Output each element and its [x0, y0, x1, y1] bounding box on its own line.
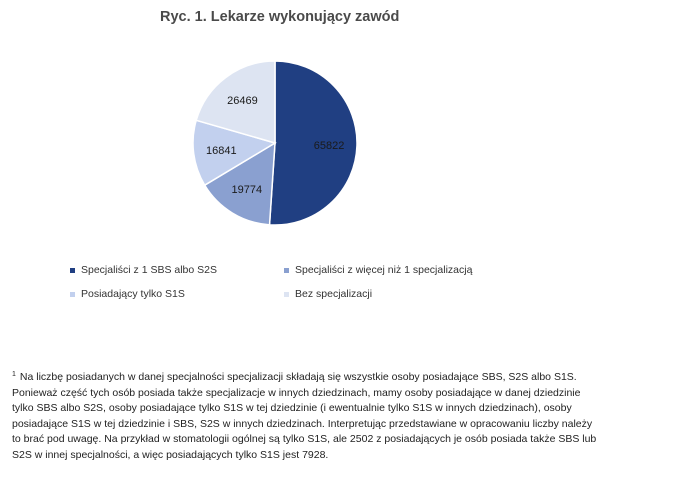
footnote-line-1: 1 Na liczbę posiadanych w danej specjalno… [12, 371, 577, 383]
legend-item-s1s: Posiadający tylko S1S [70, 288, 185, 300]
legend-label: Specjaliści z 1 SBS albo S2S [81, 264, 217, 276]
legend-swatch [284, 291, 289, 297]
footnote-line-6: S2S w innej specjalności, a więc posiada… [12, 448, 329, 461]
data-label: 65822 [314, 140, 345, 152]
footnote-line-4: posiadające S1S w tej dziedzinie i SBS, … [12, 417, 593, 430]
footnote-line-2: Ponieważ część tych osób posiada także s… [12, 386, 581, 399]
legend-swatch [70, 267, 75, 273]
pie-chart: 65822 19774 16841 26469 [192, 60, 358, 226]
data-label: 16841 [206, 145, 237, 157]
footnote-line-5: to brać pod uwagę. Na przykład w stomato… [12, 433, 597, 445]
legend-swatch [70, 291, 75, 297]
legend-label: Specjaliści z więcej niż 1 specjalizacją [295, 264, 473, 276]
slice-s1s [192, 119, 277, 187]
slice-1sbs [268, 60, 358, 226]
chart-title: Ryc. 1. Lekarze wykonujący zawód [160, 9, 400, 25]
legend-label: Posiadający tylko S1S [81, 288, 185, 300]
slice-no-spec [195, 60, 276, 144]
legend-item-multi-spec: Specjaliści z więcej niż 1 specjalizacją [284, 264, 472, 276]
data-label: 19774 [231, 184, 262, 196]
footnote-marker: 1 [12, 371, 16, 378]
legend-swatch [284, 267, 289, 273]
legend-label: Bez specjalizacji [295, 288, 373, 300]
slice-multi-spec [203, 141, 276, 226]
legend-item-1sbs: Specjaliści z 1 SBS albo S2S [70, 264, 217, 276]
footnote-line-3: tylko SBS albo S2S, osoby posiadające ty… [12, 402, 572, 414]
footnote: 1 Na liczbę posiadanych w danej specjalno… [12, 367, 672, 463]
legend-item-no-spec: Bez specjalizacji [284, 288, 372, 300]
data-label: 26469 [227, 95, 258, 107]
